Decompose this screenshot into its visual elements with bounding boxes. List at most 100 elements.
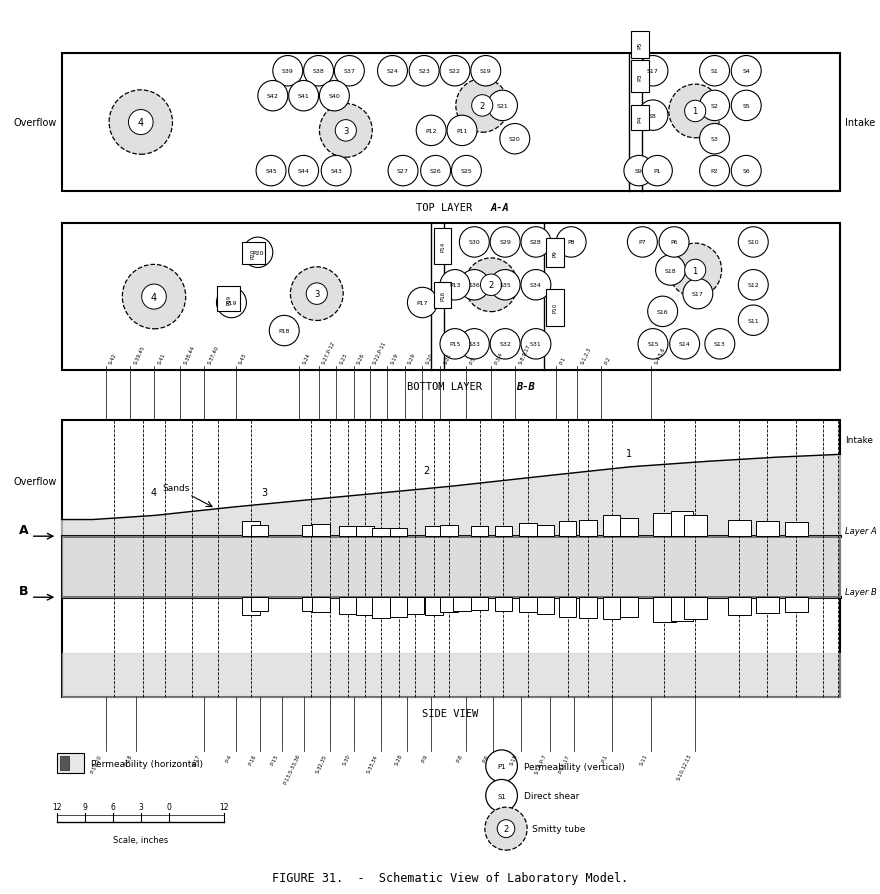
Text: S-28: S-28 [394,753,404,766]
Circle shape [459,227,489,257]
Bar [312,524,330,536]
Text: P-17: P-17 [192,753,202,765]
Text: S2: S2 [711,104,718,109]
Text: S-11: S-11 [639,753,649,766]
Polygon shape [62,455,840,536]
Circle shape [142,284,166,310]
Text: S-30: S-30 [341,753,351,765]
Bar [425,597,443,616]
Bar [407,597,424,614]
Text: P7: P7 [639,240,646,245]
Text: 4: 4 [151,292,157,302]
Circle shape [243,238,273,268]
Circle shape [700,56,730,87]
Text: S-23: S-23 [339,352,348,365]
Circle shape [465,258,517,312]
Text: S31: S31 [530,342,542,347]
Circle shape [472,96,493,117]
Text: Layer B: Layer B [845,587,876,596]
Text: S24: S24 [386,69,399,74]
Bar [631,61,649,92]
Bar [356,597,374,616]
Circle shape [409,56,439,87]
Circle shape [407,288,437,318]
Circle shape [416,116,446,147]
Bar [546,240,564,268]
Text: P-16: P-16 [247,753,257,765]
Bar [217,287,240,312]
Bar [559,521,576,536]
Bar [471,597,488,610]
Text: P9: P9 [553,250,558,257]
Circle shape [738,227,768,257]
Text: S11: S11 [747,318,759,324]
Circle shape [319,105,372,158]
Text: P3: P3 [637,73,642,80]
Text: S45: S45 [265,169,277,174]
Circle shape [500,124,530,155]
Bar [728,520,751,536]
Circle shape [638,101,668,131]
Circle shape [648,297,678,327]
Circle shape [659,227,689,257]
Text: S34: S34 [530,283,542,288]
Bar [312,597,330,612]
Circle shape [486,780,517,812]
Text: Intake: Intake [845,435,873,444]
Text: P15: P15 [450,342,460,347]
Text: S20: S20 [509,137,521,142]
Circle shape [700,91,730,122]
Text: 9: 9 [83,802,88,811]
Text: Permeability (vertical): Permeability (vertical) [524,762,624,771]
Text: P18: P18 [279,329,290,333]
Text: S1: S1 [711,69,718,74]
Circle shape [256,156,286,187]
Bar [631,106,649,131]
Text: S1: S1 [497,793,506,798]
Text: 3: 3 [261,487,267,497]
Bar [631,31,649,58]
Circle shape [669,85,722,139]
Circle shape [700,124,730,155]
Bar [756,521,779,536]
Text: S-22,P-11: S-22,P-11 [372,340,387,365]
Bar [671,597,693,621]
Bar [603,516,620,536]
Text: S-42: S-42 [108,351,118,365]
Text: S-10,12,13: S-10,12,13 [676,753,693,780]
Bar [62,224,840,371]
Text: S33: S33 [468,342,480,347]
Circle shape [258,81,288,112]
Bar [372,597,390,619]
Bar [251,526,268,536]
Circle shape [638,56,668,87]
Text: S36: S36 [468,283,480,288]
Text: 4: 4 [151,487,157,497]
Circle shape [683,279,713,309]
Text: S37: S37 [343,69,356,74]
Text: Direct shear: Direct shear [524,791,579,800]
Text: P-19,20: P-19,20 [90,753,103,773]
Text: P14: P14 [440,241,445,252]
Text: S38: S38 [312,69,325,74]
Text: P4: P4 [637,115,642,122]
Circle shape [269,316,299,346]
Text: S17: S17 [692,291,704,297]
Text: S3: S3 [711,137,718,142]
Text: A: A [18,523,28,536]
Text: P-13,S-33,36: P-13,S-33,36 [282,753,301,785]
Text: S9: S9 [635,169,642,174]
Text: S12: S12 [747,283,759,288]
Circle shape [459,270,489,300]
Bar [495,597,512,611]
Circle shape [642,156,672,187]
Text: S4: S4 [743,69,750,74]
Text: Intake: Intake [845,118,875,128]
Bar [603,597,620,620]
Bar [62,54,840,192]
Text: 12: 12 [220,802,229,811]
Text: S21: S21 [496,104,509,109]
Bar [425,527,443,536]
Text: TOP LAYER: TOP LAYER [416,203,485,213]
Bar [579,597,597,619]
